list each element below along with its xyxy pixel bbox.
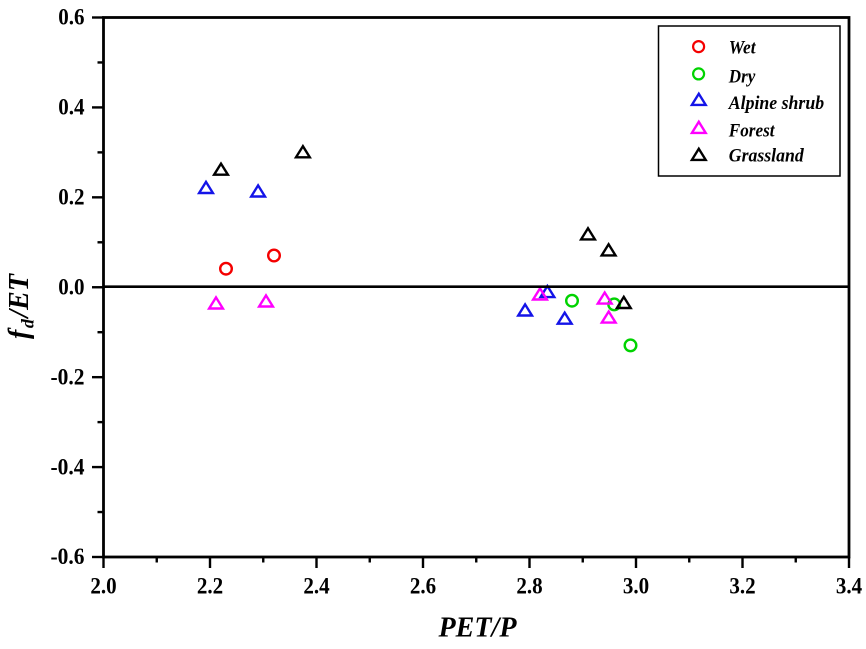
svg-text:3.2: 3.2 xyxy=(729,574,755,600)
svg-text:2.8: 2.8 xyxy=(516,574,542,600)
svg-text:-0.2: -0.2 xyxy=(51,364,85,390)
svg-text:0.0: 0.0 xyxy=(58,274,84,300)
svg-text:0.4: 0.4 xyxy=(58,95,85,121)
svg-text:Wet: Wet xyxy=(729,39,757,59)
svg-text:3.4: 3.4 xyxy=(836,574,863,600)
svg-text:2.6: 2.6 xyxy=(410,574,437,600)
svg-text:2.2: 2.2 xyxy=(197,574,223,600)
svg-text:Dry: Dry xyxy=(728,67,756,87)
svg-text:Alpine shrub: Alpine shrub xyxy=(728,94,824,114)
svg-text:0.6: 0.6 xyxy=(58,5,85,31)
svg-text:-0.4: -0.4 xyxy=(51,454,85,480)
svg-text:3.0: 3.0 xyxy=(623,574,649,600)
svg-text:-0.6: -0.6 xyxy=(51,544,85,570)
svg-text:0.2: 0.2 xyxy=(58,185,84,211)
svg-text:2.0: 2.0 xyxy=(90,574,116,600)
svg-text:Grassland: Grassland xyxy=(729,146,805,166)
svg-text:PET/P: PET/P xyxy=(437,612,517,643)
svg-text:Forest: Forest xyxy=(728,122,775,142)
svg-text:2.4: 2.4 xyxy=(303,574,330,600)
